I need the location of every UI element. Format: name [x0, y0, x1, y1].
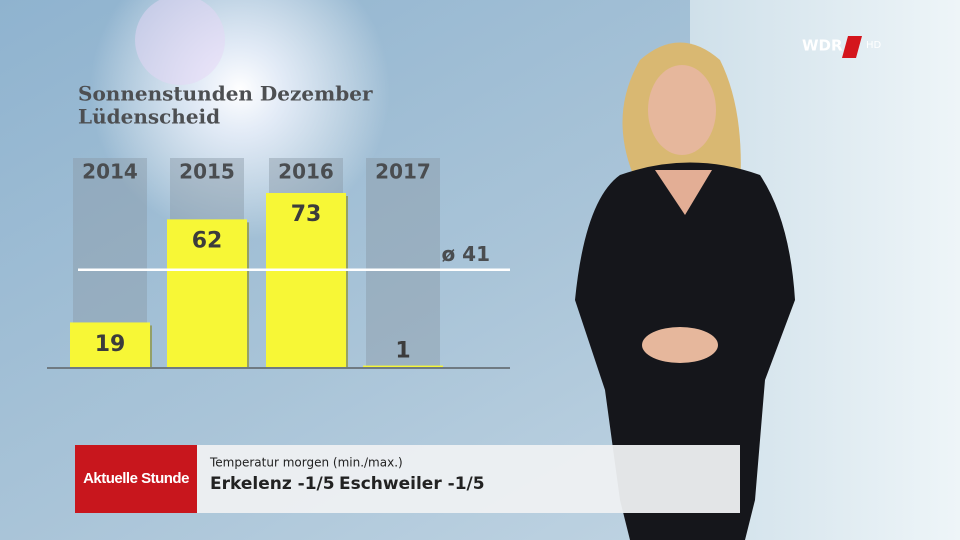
wdr-logo: WDR HD [802, 36, 882, 58]
bar [266, 193, 346, 368]
forecast-entry: Eschweiler -1/5 [339, 474, 485, 494]
value-label: 73 [291, 202, 322, 227]
bar-backdrop [366, 158, 440, 368]
bar [167, 219, 247, 368]
x-tick-label: 2017 [375, 160, 431, 184]
lens-flare [135, 0, 225, 85]
show-name: Aktuelle Stunde [83, 470, 189, 487]
lower-third: Aktuelle Stunde Temperatur morgen (min./… [75, 445, 740, 513]
x-tick-label: 2016 [278, 160, 334, 184]
x-tick-label: 2014 [82, 160, 138, 184]
logo-slash [842, 36, 862, 58]
value-label: 19 [95, 332, 126, 357]
average-label: ø 41 [441, 242, 490, 266]
x-tick-label: 2015 [179, 160, 235, 184]
value-label: 62 [192, 228, 223, 253]
show-box [75, 445, 197, 513]
chart-subtitle: Lüdenscheid [78, 105, 220, 129]
chart: Sonnenstunden Dezember Lüdenscheid 2014 2… [47, 82, 510, 369]
caption: Temperatur morgen (min./max.) [209, 456, 403, 470]
forecast-entry: Erkelenz -1/5 [210, 474, 335, 494]
logo-quality: HD [866, 40, 882, 51]
logo-brand: WDR [802, 37, 843, 55]
bar [363, 365, 443, 368]
bar [70, 322, 150, 368]
value-label: 1 [395, 339, 410, 364]
chart-title: Sonnenstunden Dezember [78, 82, 373, 106]
